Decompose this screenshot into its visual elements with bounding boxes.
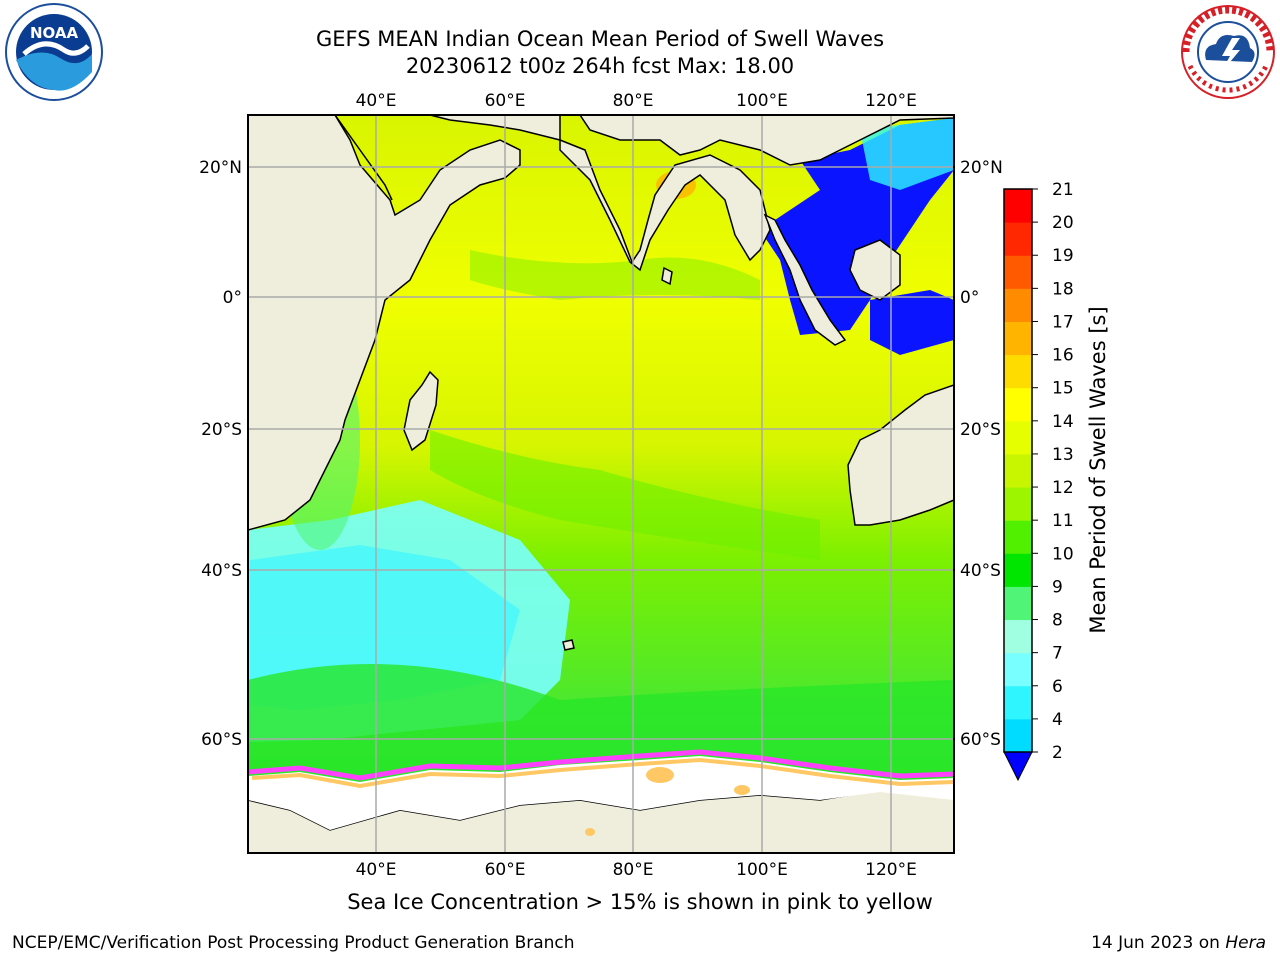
map-frame: [247, 114, 955, 854]
colorbar-tick-label: 18: [1052, 279, 1074, 299]
lat-label: 0°: [960, 288, 979, 308]
lat-label: 40°S: [960, 561, 1001, 581]
colorbar-segment: [1004, 453, 1032, 488]
colorbar-tick-label: 14: [1052, 412, 1074, 432]
colorbar-segment: [1004, 553, 1032, 587]
footer-credit: NCEP/EMC/Verification Post Processing Pr…: [12, 933, 575, 953]
lat-label: 0°: [223, 288, 242, 308]
noaa-logo: NOAA: [5, 3, 103, 101]
footer-host: Hera: [1225, 933, 1266, 953]
map-plot-area: [248, 115, 954, 853]
colorbar-segment: [1004, 222, 1032, 256]
lon-label: 100°E: [736, 91, 788, 111]
colorbar-segment: [1004, 420, 1032, 455]
lon-label: 80°E: [613, 91, 654, 111]
colorbar-tick-label: 8: [1052, 611, 1063, 631]
colorbar-segment: [1004, 652, 1032, 687]
colorbar-under-extension: [1003, 751, 1033, 782]
lat-label: 20°N: [960, 158, 1003, 178]
colorbar-segment: [1004, 354, 1032, 389]
lon-labels-top: 40°E 60°E 80°E 100°E 120°E: [356, 91, 917, 111]
colorbar-tick-label: 19: [1052, 246, 1074, 266]
colorbar-segment: [1004, 487, 1032, 521]
colorbar-segment: [1004, 255, 1032, 289]
footer-date-text: 14 Jun 2023 on: [1091, 933, 1226, 953]
lat-labels-right: 20°N 0° 20°S 40°S 60°S: [960, 158, 1003, 750]
colorbar-ticks: 2 4 6 7 8 9 10 11 12 13 14 15 16 17 18 19 20 21: [1032, 180, 1074, 763]
colorbar-tick-label: 12: [1052, 478, 1074, 498]
lon-label: 120°E: [865, 91, 917, 111]
colorbar-tick-label: 2: [1052, 743, 1063, 763]
lon-label: 40°E: [356, 91, 397, 111]
colorbar-tick-label: 7: [1052, 644, 1063, 664]
lon-label: 120°E: [865, 860, 917, 880]
colorbar-segment: [1004, 718, 1032, 753]
colorbar-tick-label: 20: [1052, 213, 1074, 233]
colorbar-segment: [1004, 321, 1032, 356]
lat-label: 20°S: [201, 420, 242, 440]
lon-label: 60°E: [485, 860, 526, 880]
colorbar-segment: [1004, 619, 1032, 654]
nws-logo: [1181, 5, 1275, 99]
lon-labels-bottom: 40°E 60°E 80°E 100°E 120°E: [356, 860, 917, 880]
colorbar-segment: [1004, 387, 1032, 422]
lon-label: 40°E: [356, 860, 397, 880]
chart-subtitle: 20230612 t00z 264h fcst Max: 18.00: [405, 54, 795, 78]
landmass: [248, 115, 954, 853]
sea-ice-edge: [248, 749, 954, 781]
colorbar-segment: [1004, 685, 1032, 720]
colorbar-tick-label: 4: [1052, 710, 1063, 730]
colorbar-label: Mean Period of Swell Waves [s]: [1086, 306, 1110, 634]
colorbar-segment: [1004, 189, 1032, 223]
noaa-logo-text: NOAA: [30, 24, 79, 42]
lat-label: 60°S: [960, 730, 1001, 750]
lat-labels-left: 20°N 0° 20°S 40°S 60°S: [199, 158, 242, 750]
colorbar-segment: [1004, 586, 1032, 621]
footer-date: 14 Jun 2023 on Hera: [1091, 933, 1266, 953]
colorbar-tick-label: 21: [1052, 180, 1074, 200]
colorbar-tick-label: 10: [1052, 544, 1074, 564]
colorbar-segment: [1004, 288, 1032, 322]
colorbar-segments: [1003, 188, 1033, 782]
chart-title: GEFS MEAN Indian Ocean Mean Period of Sw…: [315, 27, 885, 51]
sea-ice-caption: Sea Ice Concentration > 15% is shown in …: [347, 890, 933, 914]
colorbar-segment: [1004, 520, 1032, 554]
lon-label: 80°E: [613, 860, 654, 880]
colorbar-tick-label: 9: [1052, 577, 1063, 597]
lat-label: 40°S: [201, 561, 242, 581]
lat-label: 60°S: [201, 730, 242, 750]
lon-label: 60°E: [485, 91, 526, 111]
lat-label: 20°S: [960, 420, 1001, 440]
colorbar-tick-label: 6: [1052, 677, 1063, 697]
colorbar-tick-label: 16: [1052, 346, 1074, 366]
colorbar-tick-label: 17: [1052, 312, 1074, 332]
colorbar-tick-label: 13: [1052, 445, 1074, 465]
colorbar-frame: [1003, 188, 1033, 753]
graticule: [248, 115, 954, 853]
lon-label: 100°E: [736, 860, 788, 880]
colorbar-tick-label: 15: [1052, 379, 1074, 399]
lat-label: 20°N: [199, 158, 242, 178]
colorbar-tick-label: 11: [1052, 511, 1074, 531]
